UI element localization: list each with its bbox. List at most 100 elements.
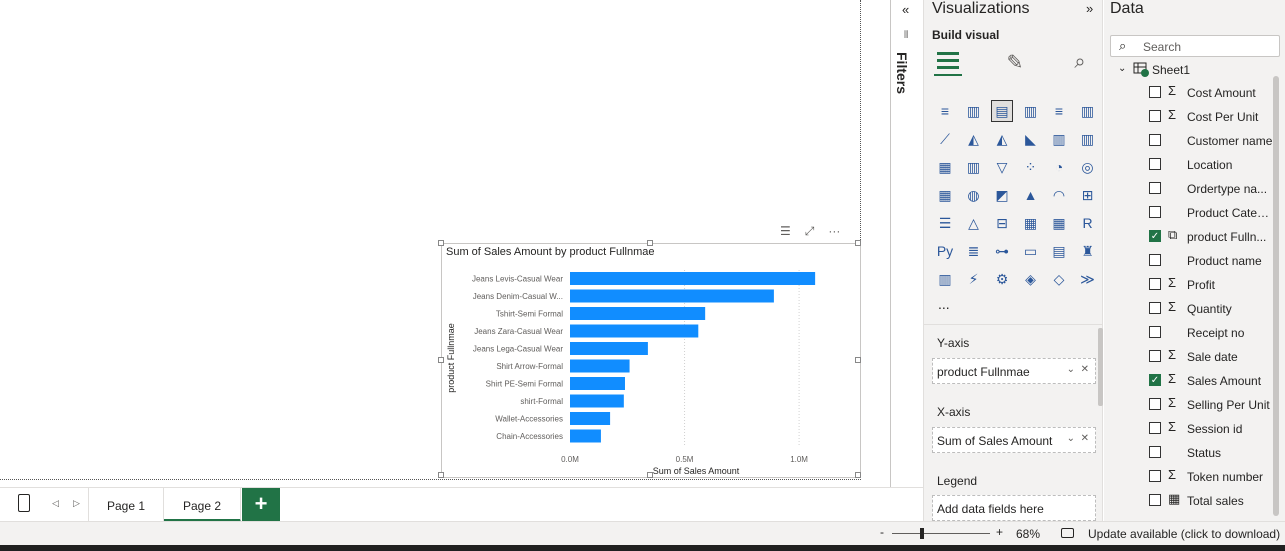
smart-narrative-icon[interactable]: ▤ (1052, 242, 1066, 259)
next-page-icon[interactable]: ▷ (73, 498, 80, 508)
filters-pane-collapsed[interactable]: « ⫴ Filters (892, 0, 922, 487)
field-item[interactable]: ✓ ⧉ product Fulln... (1104, 225, 1274, 249)
expand-filters-icon[interactable]: « (902, 2, 910, 17)
field-item[interactable]: Σ Cost Per Unit (1104, 105, 1274, 129)
waterfall-chart-icon[interactable]: ▥ (966, 158, 981, 175)
map-icon[interactable]: ◍ (967, 186, 980, 203)
build-visual-tab-icon[interactable] (934, 48, 962, 76)
focus-mode-icon[interactable]: ⤢ (804, 224, 815, 238)
mobile-layout-icon[interactable] (18, 494, 30, 512)
collapse-visualizations-icon[interactable]: » (1086, 1, 1094, 16)
key-influencers-icon[interactable]: ≣ (967, 242, 980, 259)
field-item[interactable]: Σ Profit (1104, 273, 1274, 297)
field-item[interactable]: ✓ Σ Sales Amount (1104, 369, 1274, 393)
multi-row-card-icon[interactable]: ☰ (938, 214, 952, 231)
matrix-icon[interactable]: ▦ (1052, 214, 1066, 231)
zoom-in-button[interactable]: + (996, 525, 1004, 539)
field-checkbox[interactable] (1149, 422, 1161, 434)
stacked-area-chart-icon[interactable]: ◭ (996, 130, 1008, 147)
line-and-column-chart-icon[interactable]: ▥ (1052, 130, 1066, 147)
field-checkbox[interactable] (1149, 158, 1161, 170)
more-visuals-icon[interactable]: ... (938, 296, 950, 312)
filters-label[interactable]: Filters (894, 52, 910, 95)
zoom-slider[interactable] (892, 533, 990, 534)
field-item[interactable]: Customer name (1104, 129, 1274, 153)
chevron-down-icon[interactable]: ⌄ (1118, 63, 1127, 74)
field-checkbox[interactable] (1149, 350, 1161, 362)
100-stacked-area-chart-icon[interactable]: ◣ (1025, 130, 1036, 147)
search-input[interactable]: ⌕ Search (1110, 35, 1280, 57)
field-checkbox[interactable] (1149, 182, 1161, 194)
resize-handle[interactable] (855, 240, 861, 246)
page-tab-2[interactable]: Page 2 (164, 488, 241, 522)
zoom-out-button[interactable]: - (880, 525, 884, 539)
100-stacked-bar-chart-icon[interactable]: ≡ (1054, 103, 1064, 119)
field-item[interactable]: ▦ Total sales (1104, 489, 1274, 513)
field-item[interactable]: Receipt no (1104, 321, 1274, 345)
x-axis-field[interactable]: Sum of Sales Amount (937, 434, 1053, 448)
zoom-level[interactable]: 68% (1016, 527, 1041, 541)
field-checkbox[interactable] (1149, 254, 1161, 266)
add-page-button[interactable]: + (242, 488, 280, 522)
page-tab-1[interactable]: Page 1 (88, 488, 164, 522)
field-checkbox[interactable] (1149, 206, 1161, 218)
filled-map-icon[interactable]: ◩ (995, 186, 1009, 203)
previous-page-icon[interactable]: ◁ (52, 498, 59, 508)
field-item[interactable]: Σ Sale date (1104, 345, 1274, 369)
field-item[interactable]: Σ Token number (1104, 465, 1274, 489)
resize-handle[interactable] (438, 472, 444, 478)
100-stacked-column-chart-icon[interactable]: ▥ (1080, 102, 1095, 119)
field-checkbox[interactable]: ✓ (1149, 230, 1161, 242)
resize-handle[interactable] (438, 240, 444, 246)
remove-field-icon[interactable]: ✕ (1080, 364, 1089, 375)
bar-chart-visual[interactable]: Sum of Sales Amount by product Fullnmae … (438, 240, 861, 478)
field-checkbox[interactable] (1149, 446, 1161, 458)
pie-chart-icon[interactable]: ◔ (1054, 159, 1064, 175)
field-item[interactable]: Σ Cost Amount (1104, 81, 1274, 105)
scrollbar[interactable] (1098, 328, 1103, 406)
chevron-down-icon[interactable]: ⌄ (1066, 433, 1075, 444)
field-checkbox[interactable] (1149, 86, 1161, 98)
stacked-bar-chart-icon[interactable]: ≡ (940, 103, 950, 119)
clustered-column-chart-icon[interactable]: ▥ (1023, 102, 1038, 119)
line-and-clustered-column-chart-icon[interactable]: ▥ (1080, 130, 1095, 147)
filter-icon[interactable]: ☰ (780, 224, 791, 238)
paginated-report-icon[interactable]: ▥ (938, 270, 952, 287)
slicer-icon[interactable]: ⊟ (996, 214, 1008, 231)
x-axis-well[interactable]: Sum of Sales Amount ⌄ ✕ (932, 427, 1096, 453)
more-options-icon[interactable]: ··· (828, 224, 841, 238)
resize-handle[interactable] (647, 472, 653, 478)
qa-visual-icon[interactable]: ▭ (1023, 242, 1038, 259)
field-item[interactable]: Location (1104, 153, 1274, 177)
scatter-chart-icon[interactable]: ⁘ (1024, 158, 1037, 175)
update-available-link[interactable]: Update available (click to download) (1088, 527, 1281, 541)
table-icon[interactable]: ▦ (1023, 214, 1038, 231)
field-item[interactable]: Σ Selling Per Unit (1104, 393, 1274, 417)
format-visual-tab-icon[interactable]: ✎ (1006, 51, 1024, 74)
resize-handle[interactable] (855, 357, 861, 363)
field-item[interactable]: Product name (1104, 249, 1274, 273)
table-name[interactable]: Sheet1 (1152, 63, 1191, 77)
power-automate-icon[interactable]: ⚙ (995, 270, 1009, 287)
python-visual-icon[interactable]: Py (936, 243, 954, 259)
line-chart-icon[interactable]: ⟋ (940, 130, 950, 147)
azure-map-icon[interactable]: ▲ (1023, 187, 1038, 203)
chevron-down-icon[interactable]: ⌄ (1066, 364, 1075, 375)
field-item[interactable]: Σ Quantity (1104, 297, 1274, 321)
remove-field-icon[interactable]: ✕ (1080, 433, 1089, 444)
fit-to-page-icon[interactable] (1061, 528, 1074, 538)
y-axis-well[interactable]: product Fullnmae ⌄ ✕ (932, 358, 1096, 384)
field-checkbox[interactable] (1149, 278, 1161, 290)
field-checkbox[interactable] (1149, 398, 1161, 410)
power-apps-diamond-icon[interactable]: ◇ (1053, 270, 1065, 287)
field-item[interactable]: Product Categ... (1104, 201, 1274, 225)
field-item[interactable]: Status (1104, 441, 1274, 465)
gauge-icon[interactable]: ◠ (1052, 186, 1066, 203)
area-chart-icon[interactable]: ◭ (968, 130, 979, 147)
resize-handle[interactable] (438, 357, 444, 363)
stacked-column-chart-icon[interactable]: ▥ (966, 102, 981, 119)
field-item[interactable]: Σ Session id (1104, 417, 1274, 441)
power-apps-icon[interactable]: ⚡ (968, 270, 979, 287)
legend-well[interactable]: Add data fields here (932, 495, 1096, 521)
resize-handle[interactable] (855, 472, 861, 478)
